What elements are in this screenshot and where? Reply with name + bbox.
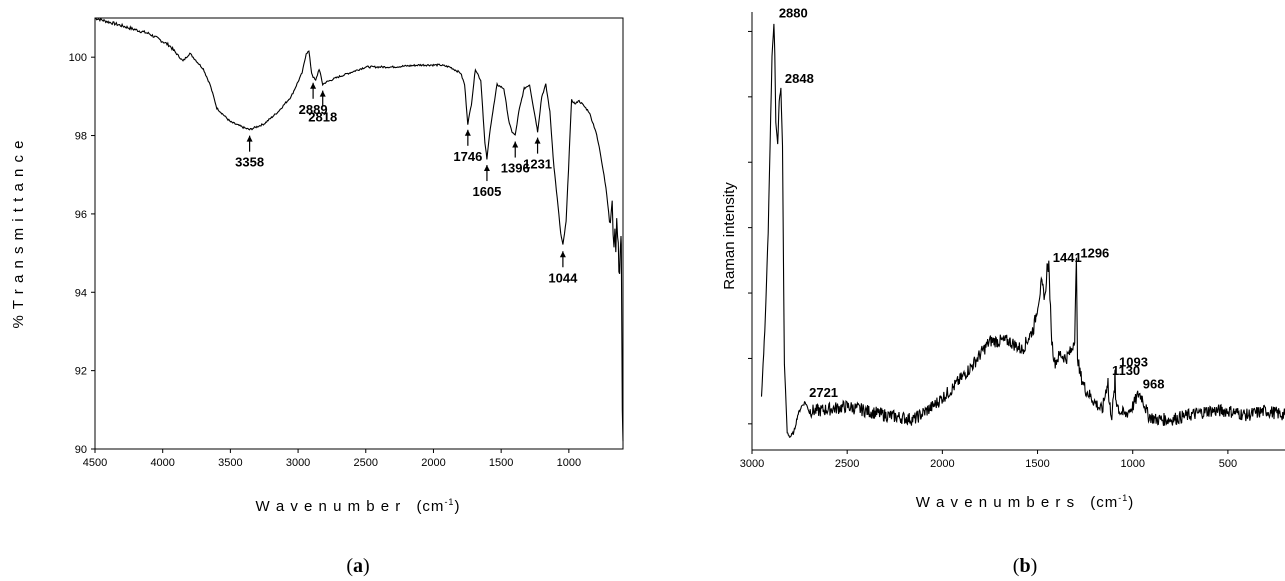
ir-peak-label: 1044 <box>548 270 578 285</box>
ir-x-axis-title-main: W a v e n u m b e r <box>256 498 402 515</box>
raman-series-line <box>760 23 1285 438</box>
raman-x-axis-title: W a v e n u m b e r s (cm-1) <box>916 493 1135 511</box>
ir-x-axis-unit-close: ) <box>454 498 460 515</box>
raman-peak-label: 2880 <box>779 6 808 21</box>
ir-y-tick-label: 96 <box>75 209 87 221</box>
raman-x-axis-unit: (cm <box>1090 494 1118 511</box>
ir-peak-arrowhead <box>483 165 490 172</box>
raman-x-tick-label: 500 <box>1219 458 1237 470</box>
raman-peak-label: 1093 <box>1119 355 1148 370</box>
raman-y-axis-title: Raman intensity <box>721 182 738 290</box>
ir-peak-label: 2889 <box>299 102 328 117</box>
ir-x-tick-label: 4500 <box>83 457 107 469</box>
ir-peak-arrowhead <box>319 90 326 97</box>
raman-y-ticks <box>748 30 752 425</box>
ir-x-tick-label: 4000 <box>150 457 174 469</box>
ir-x-axis-unit: (cm <box>416 498 444 515</box>
raman-x-axis-unit-sup: -1 <box>1118 493 1128 503</box>
ir-peak-label: 1605 <box>472 184 501 199</box>
ir-x-tick-label: 2500 <box>354 457 378 469</box>
panel-label-b: (b) <box>1013 555 1037 577</box>
raman-x-axis-title-main: W a v e n u m b e r s <box>916 494 1075 511</box>
ir-peak-arrowhead <box>310 82 317 89</box>
ir-x-ticks: 4500 4000 3500 3000 2500 2000 1500 1000 <box>83 449 581 469</box>
ir-y-axis-title: % T r a n s m i t t a n c e <box>10 139 27 328</box>
raman-x-tick-label: 1000 <box>1120 458 1144 470</box>
raman-x-tick-label: 2500 <box>835 458 859 470</box>
ir-y-tick-label: 92 <box>75 366 87 378</box>
ir-plot-frame <box>94 17 624 450</box>
ir-y-tick-label: 100 <box>69 52 87 64</box>
raman-peak-label: 2848 <box>785 71 814 86</box>
raman-spectrum-chart: 3000 2500 2000 1500 1000 500 2880 2848 2721 1441… <box>721 6 1285 577</box>
raman-peak-label: 1130 <box>1112 363 1140 378</box>
raman-x-tick-label: 1500 <box>1025 458 1049 470</box>
ir-series-line <box>95 17 624 442</box>
ir-peak-label: 2818 <box>308 110 337 125</box>
raman-x-axis-unit-close: ) <box>1128 494 1134 511</box>
ir-x-tick-label: 3000 <box>286 457 310 469</box>
ir-peak-arrowhead <box>464 129 471 136</box>
raman-x-ticks: 3000 2500 2000 1500 1000 500 <box>740 450 1237 470</box>
ir-x-tick-label: 3500 <box>218 457 242 469</box>
ir-x-axis-unit-sup: -1 <box>444 497 454 507</box>
ir-y-tick-label: 90 <box>75 444 87 456</box>
raman-peak-label: 1441 <box>1053 250 1082 265</box>
ir-peak-arrowhead <box>512 141 519 148</box>
ir-peak-label: 1231 <box>523 157 552 172</box>
ir-y-ticks: 90 92 94 96 98 100 <box>69 52 95 456</box>
ir-peak-label: 1396 <box>501 161 530 176</box>
raman-x-tick-label: 3000 <box>740 458 764 470</box>
ir-peak-arrowhead <box>534 137 541 144</box>
raman-peak-label: 1296 <box>1080 246 1109 261</box>
ir-x-tick-label: 1000 <box>557 457 581 469</box>
ir-y-tick-label: 94 <box>75 287 87 299</box>
panel-label-a: (a) <box>346 555 369 577</box>
ir-peak-arrowhead <box>246 135 253 142</box>
ir-peak-arrowhead <box>559 251 566 258</box>
ir-x-tick-label: 2000 <box>421 457 445 469</box>
ir-x-axis-title: W a v e n u m b e r (cm-1) <box>256 497 461 515</box>
ir-x-tick-label: 1500 <box>489 457 513 469</box>
ir-peak-label: 1746 <box>453 149 482 164</box>
ir-spectrum-chart: 4500 4000 3500 3000 2500 2000 1500 1000 9092949… <box>10 17 624 577</box>
raman-peak-label: 2721 <box>809 385 838 400</box>
ir-y-tick-label: 98 <box>75 131 87 143</box>
raman-x-tick-label: 2000 <box>930 458 954 470</box>
ir-peak-label: 3358 <box>235 155 264 170</box>
raman-peak-label: 968 <box>1143 376 1165 391</box>
